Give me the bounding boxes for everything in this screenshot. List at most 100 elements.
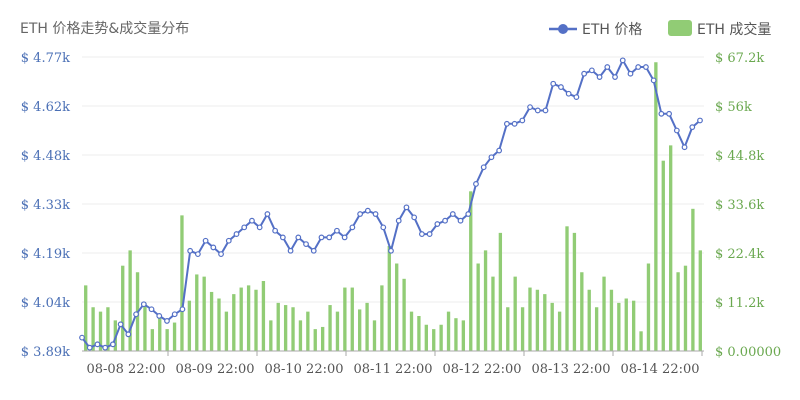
price-point[interactable] — [434, 221, 441, 227]
price-point[interactable] — [681, 144, 688, 151]
price-point[interactable] — [256, 224, 263, 231]
price-point[interactable] — [109, 341, 116, 348]
price-point[interactable] — [272, 227, 279, 234]
volume-bar[interactable] — [254, 289, 258, 351]
price-point[interactable] — [233, 231, 240, 237]
price-point[interactable] — [318, 234, 325, 241]
volume-bar[interactable] — [446, 311, 451, 351]
volume-bar[interactable] — [180, 215, 184, 351]
price-point[interactable] — [604, 64, 611, 70]
price-point[interactable] — [364, 207, 371, 214]
price-point[interactable] — [210, 244, 217, 251]
price-point[interactable] — [310, 247, 317, 254]
price-point[interactable] — [187, 247, 194, 254]
price-point[interactable] — [658, 110, 665, 117]
volume-bar[interactable] — [246, 285, 251, 351]
price-point[interactable] — [411, 214, 418, 221]
price-point[interactable] — [156, 313, 163, 319]
price-point[interactable] — [449, 211, 456, 217]
volume-bar[interactable] — [387, 246, 391, 351]
volume-bar[interactable] — [276, 302, 280, 351]
price-point[interactable] — [565, 90, 572, 97]
price-point[interactable] — [79, 334, 85, 341]
volume-bar[interactable] — [283, 305, 288, 351]
volume-bar[interactable] — [698, 250, 702, 351]
volume-bar[interactable] — [594, 307, 599, 351]
volume-bar[interactable] — [572, 232, 577, 351]
price-point[interactable] — [94, 341, 101, 348]
legend-item-volume[interactable]: ETH 成交量 — [668, 20, 771, 38]
volume-bar[interactable] — [291, 307, 295, 351]
volume-bar[interactable] — [343, 287, 347, 351]
price-point[interactable] — [588, 67, 595, 74]
volume-bar[interactable] — [550, 302, 554, 351]
volume-bar[interactable] — [335, 311, 340, 351]
price-point[interactable] — [666, 110, 672, 117]
price-point[interactable] — [550, 80, 557, 87]
volume-bar[interactable] — [602, 276, 606, 351]
legend-item-price[interactable]: ETH 价格 — [549, 22, 642, 38]
price-point[interactable] — [442, 217, 448, 224]
price-point[interactable] — [264, 211, 271, 217]
volume-bar[interactable] — [224, 311, 229, 351]
volume-bar[interactable] — [432, 329, 436, 351]
volume-bar[interactable] — [150, 329, 155, 351]
volume-bar[interactable] — [646, 263, 651, 352]
price-point[interactable] — [249, 217, 255, 224]
price-point[interactable] — [380, 224, 387, 231]
volume-bar[interactable] — [483, 250, 488, 351]
price-point[interactable] — [218, 251, 224, 258]
volume-bar[interactable] — [543, 294, 547, 351]
price-point[interactable] — [627, 70, 634, 77]
volume-bar[interactable] — [513, 276, 517, 351]
volume-bar[interactable] — [121, 265, 125, 351]
volume-bar[interactable] — [187, 300, 192, 351]
price-point[interactable] — [133, 311, 139, 318]
price-point[interactable] — [426, 231, 433, 237]
price-point[interactable] — [388, 247, 394, 254]
volume-bar[interactable] — [557, 311, 562, 351]
price-point[interactable] — [635, 64, 642, 70]
price-point[interactable] — [511, 120, 518, 127]
volume-bar[interactable] — [172, 322, 177, 351]
volume-bar[interactable] — [306, 311, 310, 351]
volume-bar[interactable] — [476, 263, 480, 352]
volume-bar[interactable] — [372, 320, 377, 351]
price-point[interactable] — [279, 234, 286, 241]
volume-bar[interactable] — [409, 311, 414, 351]
price-point[interactable] — [480, 164, 487, 171]
legend[interactable]: ETH 价格 ETH 成交量 — [549, 20, 771, 38]
price-point[interactable] — [287, 247, 294, 254]
volume-bar[interactable] — [402, 278, 406, 351]
volume-bar[interactable] — [417, 316, 421, 351]
price-point[interactable] — [148, 306, 155, 313]
volume-bar[interactable] — [143, 302, 147, 351]
price-point[interactable] — [303, 241, 309, 247]
volume-bar[interactable] — [128, 250, 132, 351]
price-point[interactable] — [542, 107, 549, 114]
price-point[interactable] — [419, 231, 425, 237]
price-point[interactable] — [295, 234, 302, 241]
price-point[interactable] — [140, 301, 147, 308]
volume-bar[interactable] — [506, 307, 510, 351]
volume-bar[interactable] — [195, 274, 199, 351]
volume-bar[interactable] — [158, 318, 162, 351]
volume-bar[interactable] — [498, 232, 503, 351]
volume-bar[interactable] — [520, 307, 525, 351]
price-point[interactable] — [179, 306, 186, 313]
volume-bar[interactable] — [380, 285, 384, 351]
volume-bar[interactable] — [313, 329, 317, 351]
volume-bar[interactable] — [491, 276, 495, 351]
volume-bar[interactable] — [365, 302, 369, 351]
price-point[interactable] — [650, 77, 657, 84]
price-point[interactable] — [403, 204, 410, 211]
price-point[interactable] — [619, 57, 626, 64]
price-point[interactable] — [102, 344, 109, 351]
price-point[interactable] — [171, 311, 178, 318]
volume-bar[interactable] — [587, 289, 591, 351]
volume-bar[interactable] — [202, 276, 206, 351]
volume-bar[interactable] — [661, 160, 665, 351]
volume-bar[interactable] — [320, 326, 325, 351]
price-point[interactable] — [465, 211, 472, 217]
volume-bar[interactable] — [165, 329, 169, 351]
